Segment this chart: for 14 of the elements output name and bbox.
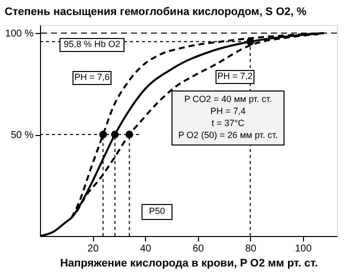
x-axis-title: Напряжение кислорода в крови, P O2 мм рт. ст. — [60, 258, 318, 270]
y-tick-label: 100 % — [5, 28, 34, 40]
annotation: P50 — [148, 206, 166, 216]
x-tick-label: 60 — [192, 244, 204, 254]
annotation: PH = 7,6 — [74, 72, 110, 82]
x-tick-label: 80 — [245, 244, 257, 254]
annotation: PH = 7,2 — [217, 71, 253, 81]
annotation: P CO2 = 40 мм рт. ст. PH = 7,4 t = 37°C P O2 (50) = 26 мм рт. ст. — [178, 94, 278, 140]
y-tick-label: 50 % — [10, 130, 34, 142]
annotation: 95,8 % Hb O2 — [64, 39, 120, 49]
x-tick-label: 20 — [88, 244, 100, 254]
x-tick-label: 100 — [294, 244, 312, 254]
x-tick-label: 40 — [140, 244, 152, 254]
chart-title: Степень насыщения гемоглобина кислородом, S O2, % — [4, 6, 307, 18]
